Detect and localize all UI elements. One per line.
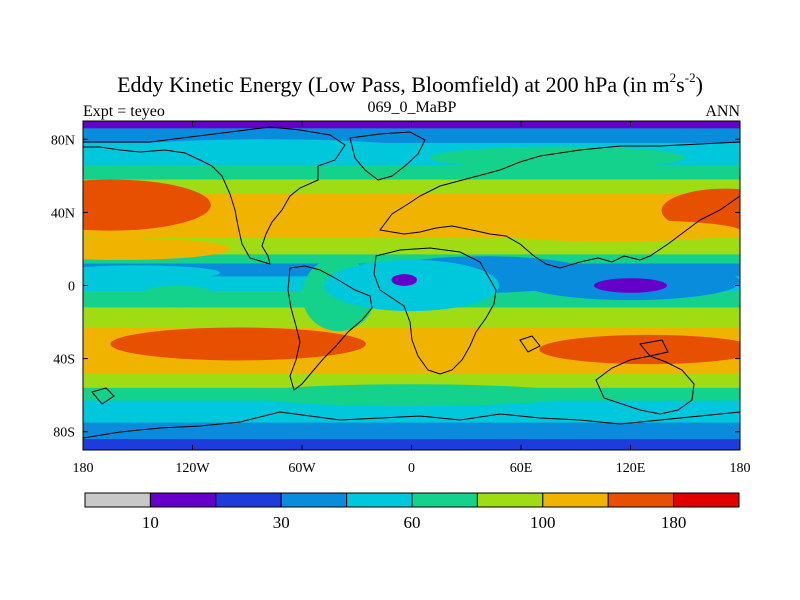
field-blob-0 [83, 179, 211, 231]
title-close: ) [696, 72, 703, 97]
colorbar: 10 30 60 100 180 [84, 492, 740, 532]
contour-field [83, 121, 740, 450]
title-sup-2: -2 [685, 70, 696, 85]
y-tick-label-2: 0 [68, 280, 75, 295]
field-blob-3 [83, 265, 220, 281]
colorbar-label-3: 100 [530, 513, 556, 532]
subtitle-center: 069_0_MaBP [368, 99, 457, 116]
colorbar-swatch-4 [346, 492, 413, 508]
coastline-eurasia [379, 141, 740, 269]
field-blob-14 [429, 146, 686, 169]
field-band-6 [83, 237, 740, 255]
colorbar-label-1: 30 [273, 513, 290, 532]
colorbar-label-4: 180 [661, 513, 687, 532]
field-blob-12 [247, 384, 576, 407]
field-band-17 [83, 439, 740, 450]
coastline-southern-islands [91, 335, 669, 405]
field-blob-10 [323, 259, 500, 312]
x-tick-label-3: 0 [408, 461, 415, 476]
coastlines [83, 126, 740, 439]
field-blob-6 [539, 334, 740, 365]
x-tick-label-1: 120W [175, 461, 210, 476]
field-band-3 [83, 164, 740, 180]
x-tick-label-6: 180 [730, 461, 751, 476]
coastline-north-america [83, 126, 346, 265]
colorbar-swatch-7 [542, 492, 609, 508]
coastline-south-america [287, 265, 373, 391]
colorbar-swatch-0 [84, 492, 151, 508]
field-blob-11 [484, 219, 740, 242]
field-blob-5 [110, 327, 366, 361]
colorbar-swatch-1 [149, 492, 217, 508]
field-minimum-1 [594, 278, 667, 293]
field-band-16 [83, 422, 740, 440]
subtitle-left: Expt = teyeo [83, 103, 165, 120]
x-tick-label-4: 60E [510, 461, 533, 476]
field-blob-4 [137, 285, 219, 308]
title-unit: s [676, 72, 685, 97]
y-tick-label-1: 40N [51, 206, 75, 221]
field-minimum-0 [391, 274, 417, 286]
colorbar-swatch-3 [280, 492, 348, 508]
axis-ticks: 180 120W 60W 0 60E 120E 180 80N 40N 0 40S 80S [51, 121, 751, 476]
coastline-greenland [349, 131, 426, 181]
colorbar-swatch-2 [215, 492, 282, 508]
coastline-africa [373, 247, 497, 375]
y-tick-label-0: 80N [51, 133, 75, 148]
title-main: Eddy Kinetic Energy (Low Pass, Bloomfiel… [117, 72, 670, 97]
x-tick-label-5: 120E [616, 461, 646, 476]
coastline-australia [595, 355, 695, 415]
colorbar-label-0: 10 [142, 513, 159, 532]
field-band-11 [83, 307, 740, 329]
title-sup-1: 2 [670, 70, 677, 85]
field-band-13 [83, 373, 740, 389]
coastline-antarctica [83, 411, 740, 439]
field-blob-2 [83, 237, 229, 260]
field-band-4 [83, 179, 740, 195]
field-band-7 [83, 254, 740, 265]
colorbar-label-2: 60 [404, 513, 421, 532]
x-tick-label-2: 60W [288, 461, 316, 476]
subtitle-right: ANN [705, 103, 740, 120]
y-tick-label-4: 80S [53, 426, 75, 441]
field-band-15 [83, 400, 740, 424]
colorbar-swatch-5 [411, 492, 478, 508]
field-blob-13 [119, 139, 412, 158]
x-tick-label-0: 180 [73, 461, 94, 476]
colorbar-swatch-9 [673, 492, 740, 508]
y-tick-label-3: 40S [53, 353, 75, 368]
colorbar-swatch-6 [476, 492, 544, 508]
colorbar-swatch-8 [607, 492, 675, 508]
chart-title: Eddy Kinetic Energy (Low Pass, Bloomfiel… [117, 70, 703, 97]
